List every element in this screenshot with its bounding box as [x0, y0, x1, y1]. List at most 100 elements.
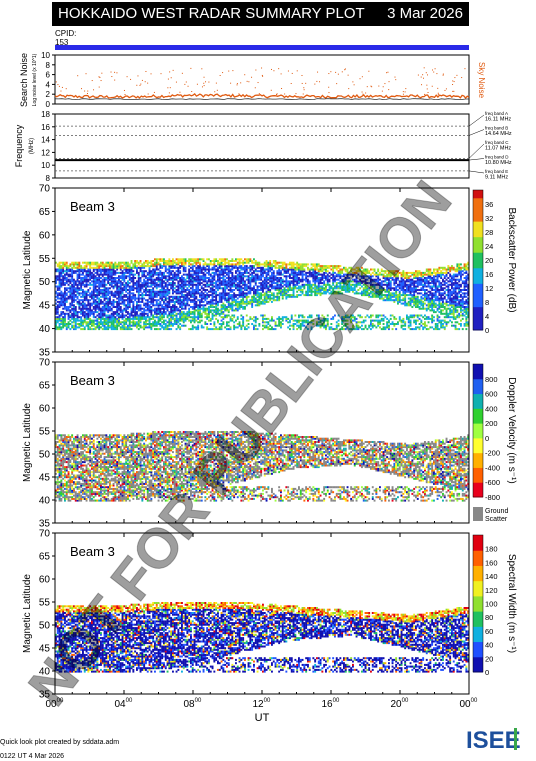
heatmap-cell: [202, 289, 205, 291]
heatmap-cell: [271, 285, 273, 288]
heatmap-cell: [244, 306, 246, 308]
heatmap-cell: [206, 307, 209, 310]
heatmap-cell: [137, 290, 140, 293]
heatmap-cell: [69, 302, 72, 305]
heatmap-cell: [353, 287, 356, 290]
heatmap-cell: [294, 280, 297, 283]
heatmap-cell: [193, 326, 196, 329]
heatmap-cell: [161, 312, 164, 315]
heatmap-cell: [260, 275, 263, 278]
heatmap-cell: [294, 287, 297, 290]
heatmap-cell: [386, 317, 389, 320]
heatmap-cell: [116, 294, 119, 297]
heatmap-cell: [371, 319, 374, 322]
heatmap-cell: [364, 324, 367, 327]
heatmap-cell: [258, 324, 261, 327]
heatmap-cell: [55, 307, 57, 310]
heatmap-cell: [247, 287, 250, 290]
heatmap-cell: [254, 275, 257, 278]
heatmap-cell: [193, 270, 196, 273]
heatmap-cell: [350, 266, 353, 269]
heatmap-cell: [67, 270, 70, 273]
heatmap-cell: [150, 273, 153, 276]
heatmap-cell: [157, 311, 160, 314]
heatmap-cell: [105, 265, 108, 268]
heatmap-cell: [226, 285, 228, 288]
heatmap-cell: [76, 317, 79, 320]
heatmap-cell: [146, 282, 149, 285]
heatmap-cell: [74, 294, 77, 297]
heatmap-cell: [80, 266, 83, 269]
heatmap-cell: [199, 307, 201, 310]
heatmap-cell: [319, 273, 322, 276]
heatmap-cell: [271, 297, 273, 300]
heatmap-cell: [103, 273, 106, 276]
heatmap-cell: [123, 294, 126, 297]
heatmap-cell: [64, 295, 66, 298]
heatmap-cell: [132, 323, 135, 325]
heatmap-cell: [245, 299, 248, 302]
heatmap-cell: [253, 258, 255, 261]
heatmap-cell: [357, 324, 360, 327]
heatmap-cell: [145, 265, 147, 268]
heatmap-cell: [380, 289, 383, 291]
heatmap-cell: [182, 260, 185, 262]
heatmap-cell: [94, 294, 97, 297]
heatmap-cell: [209, 280, 212, 283]
heatmap-cell: [157, 283, 160, 286]
heatmap-cell: [145, 292, 147, 295]
heatmap-cell: [265, 260, 268, 262]
heatmap-cell: [236, 300, 239, 303]
heatmap-cell: [238, 295, 241, 298]
heatmap-cell: [235, 285, 237, 288]
heatmap-cell: [294, 263, 297, 266]
heatmap-cell: [154, 319, 156, 322]
heatmap-cell: [238, 261, 241, 264]
heatmap-cell: [119, 314, 122, 317]
heatmap-cell: [316, 268, 318, 271]
heatmap-cell: [242, 273, 245, 276]
heatmap-cell: [238, 289, 241, 291]
heatmap-cell: [173, 271, 176, 274]
heatmap-cell: [125, 266, 128, 269]
heatmap-cell: [175, 275, 178, 278]
heatmap-cell: [155, 282, 158, 285]
heatmap-cell: [60, 292, 63, 295]
heatmap-cell: [170, 299, 173, 302]
heatmap-cell: [391, 292, 394, 295]
heatmap-cell: [143, 323, 146, 325]
heatmap-cell: [65, 307, 68, 310]
heatmap-cell: [96, 271, 99, 274]
heatmap-cell: [307, 268, 309, 271]
heatmap-cell: [209, 283, 212, 286]
heatmap-cell: [209, 300, 212, 303]
heatmap-cell: [163, 261, 165, 264]
heatmap-cell: [197, 299, 200, 302]
heatmap-cell: [148, 285, 151, 288]
heatmap-cell: [76, 268, 79, 271]
heatmap-cell: [188, 297, 191, 300]
heatmap-cell: [267, 294, 270, 297]
heatmap-cell: [316, 285, 318, 288]
heatmap-cell: [184, 268, 187, 271]
heatmap-cell: [181, 285, 183, 288]
heatmap-cell: [226, 297, 228, 300]
heatmap-cell: [150, 295, 153, 298]
heatmap-cell: [321, 292, 324, 295]
heatmap-cell: [301, 324, 304, 327]
heatmap-cell: [233, 324, 236, 327]
heatmap-cell: [379, 321, 381, 324]
heatmap-cell: [280, 323, 282, 325]
heatmap-cell: [330, 287, 333, 290]
heatmap-cell: [339, 270, 342, 273]
heatmap-cell: [209, 328, 212, 331]
heatmap-cell: [152, 283, 155, 286]
heatmap-cell: [130, 314, 133, 317]
heatmap-cell: [368, 277, 371, 279]
heatmap-cell: [249, 300, 252, 303]
noise-dot: [175, 81, 177, 83]
heatmap-cell: [249, 270, 252, 273]
heatmap-cell: [107, 292, 110, 295]
heatmap-cell: [89, 299, 92, 302]
heatmap-cell: [80, 316, 83, 319]
